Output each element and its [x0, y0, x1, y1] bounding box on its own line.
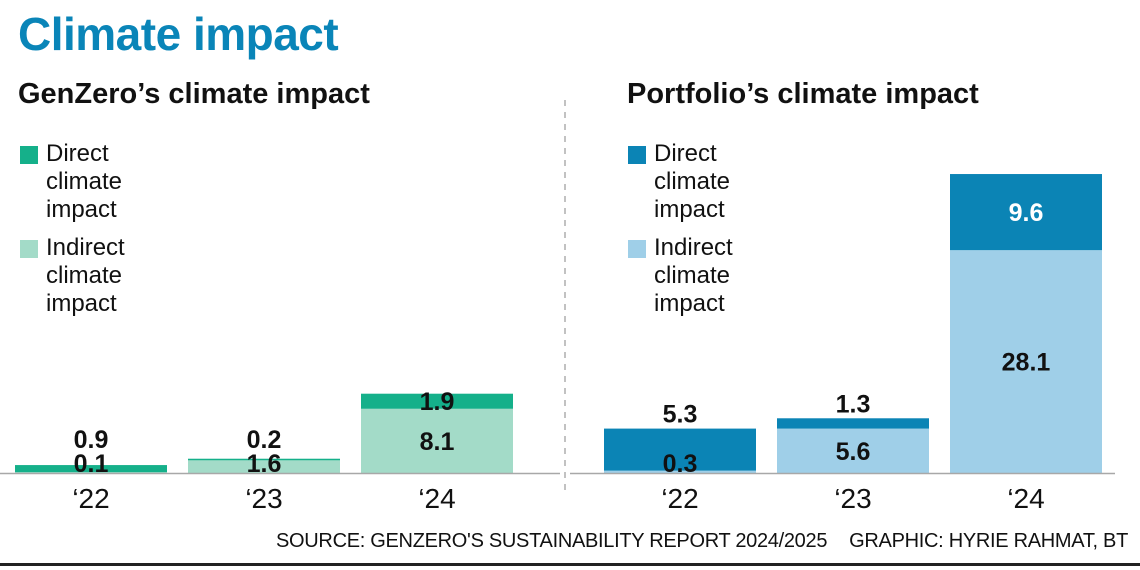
bar-direct-23 [777, 418, 929, 429]
data-label-direct: 9.6 [1009, 199, 1044, 227]
genzero-legend: Direct climate impact Indirect climate i… [20, 140, 156, 328]
legend-label-indirect: Indirect climate impact [654, 234, 733, 317]
legend-swatch-indirect [20, 240, 38, 258]
legend-item-indirect: Indirect climate impact [628, 234, 764, 318]
bar-direct-22 [604, 428, 756, 471]
legend-item-direct: Direct climate impact [20, 140, 156, 224]
bar-indirect-22 [604, 470, 756, 473]
x-tick-label: ‘23 [834, 483, 871, 514]
source-note: SOURCE: GENZERO'S SUSTAINABILITY REPORT … [275, 530, 828, 552]
footer-rule [0, 563, 1140, 566]
data-label-indirect: 5.6 [836, 438, 871, 466]
legend-item-indirect: Indirect climate impact [20, 234, 156, 318]
data-label-direct: 1.3 [836, 390, 871, 418]
footer: SOURCE: GENZERO'S SUSTAINABILITY REPORT … [0, 530, 1128, 553]
data-label-direct: 5.3 [663, 401, 698, 429]
x-tick-label: ‘23 [245, 483, 282, 514]
legend-swatch-direct [628, 146, 646, 164]
bar-indirect-23 [188, 460, 340, 473]
bar-indirect-24 [361, 408, 513, 473]
legend-swatch-direct [20, 146, 38, 164]
genzero-chart-title: GenZero’s climate impact [18, 78, 370, 110]
legend-label-direct: Direct climate impact [654, 140, 731, 223]
data-label-indirect: 28.1 [1002, 349, 1051, 377]
legend-swatch-indirect [628, 240, 646, 258]
bar-direct-22 [15, 465, 167, 473]
main-title: Climate impact [18, 8, 339, 60]
portfolio-legend: Direct climate impact Indirect climate i… [628, 140, 764, 328]
data-label-indirect: 8.1 [420, 428, 455, 456]
x-tick-label: ‘24 [1007, 483, 1044, 514]
legend-label-direct: Direct climate impact [46, 140, 123, 223]
portfolio-chart-title: Portfolio’s climate impact [627, 78, 979, 110]
data-label-direct: 0.9 [74, 426, 109, 454]
bar-indirect-22 [15, 472, 167, 473]
bar-direct-24 [361, 393, 513, 409]
legend-label-indirect: Indirect climate impact [46, 234, 125, 317]
bar-direct-23 [188, 458, 340, 461]
x-tick-label: ‘24 [418, 483, 455, 514]
bar-direct-24 [950, 174, 1102, 251]
graphic-credit: GRAPHIC: HYRIE RAHMAT, BT [849, 530, 1128, 552]
data-label-direct: 0.2 [247, 426, 282, 454]
x-tick-label: ‘22 [72, 483, 109, 514]
bar-indirect-23 [777, 428, 929, 473]
x-tick-label: ‘22 [661, 483, 698, 514]
bar-indirect-24 [950, 250, 1102, 473]
genzero-chart: 0.10.9‘221.60.2‘238.11.9‘24 [0, 388, 560, 514]
legend-item-direct: Direct climate impact [628, 140, 764, 224]
data-label-direct: 1.9 [420, 388, 455, 416]
